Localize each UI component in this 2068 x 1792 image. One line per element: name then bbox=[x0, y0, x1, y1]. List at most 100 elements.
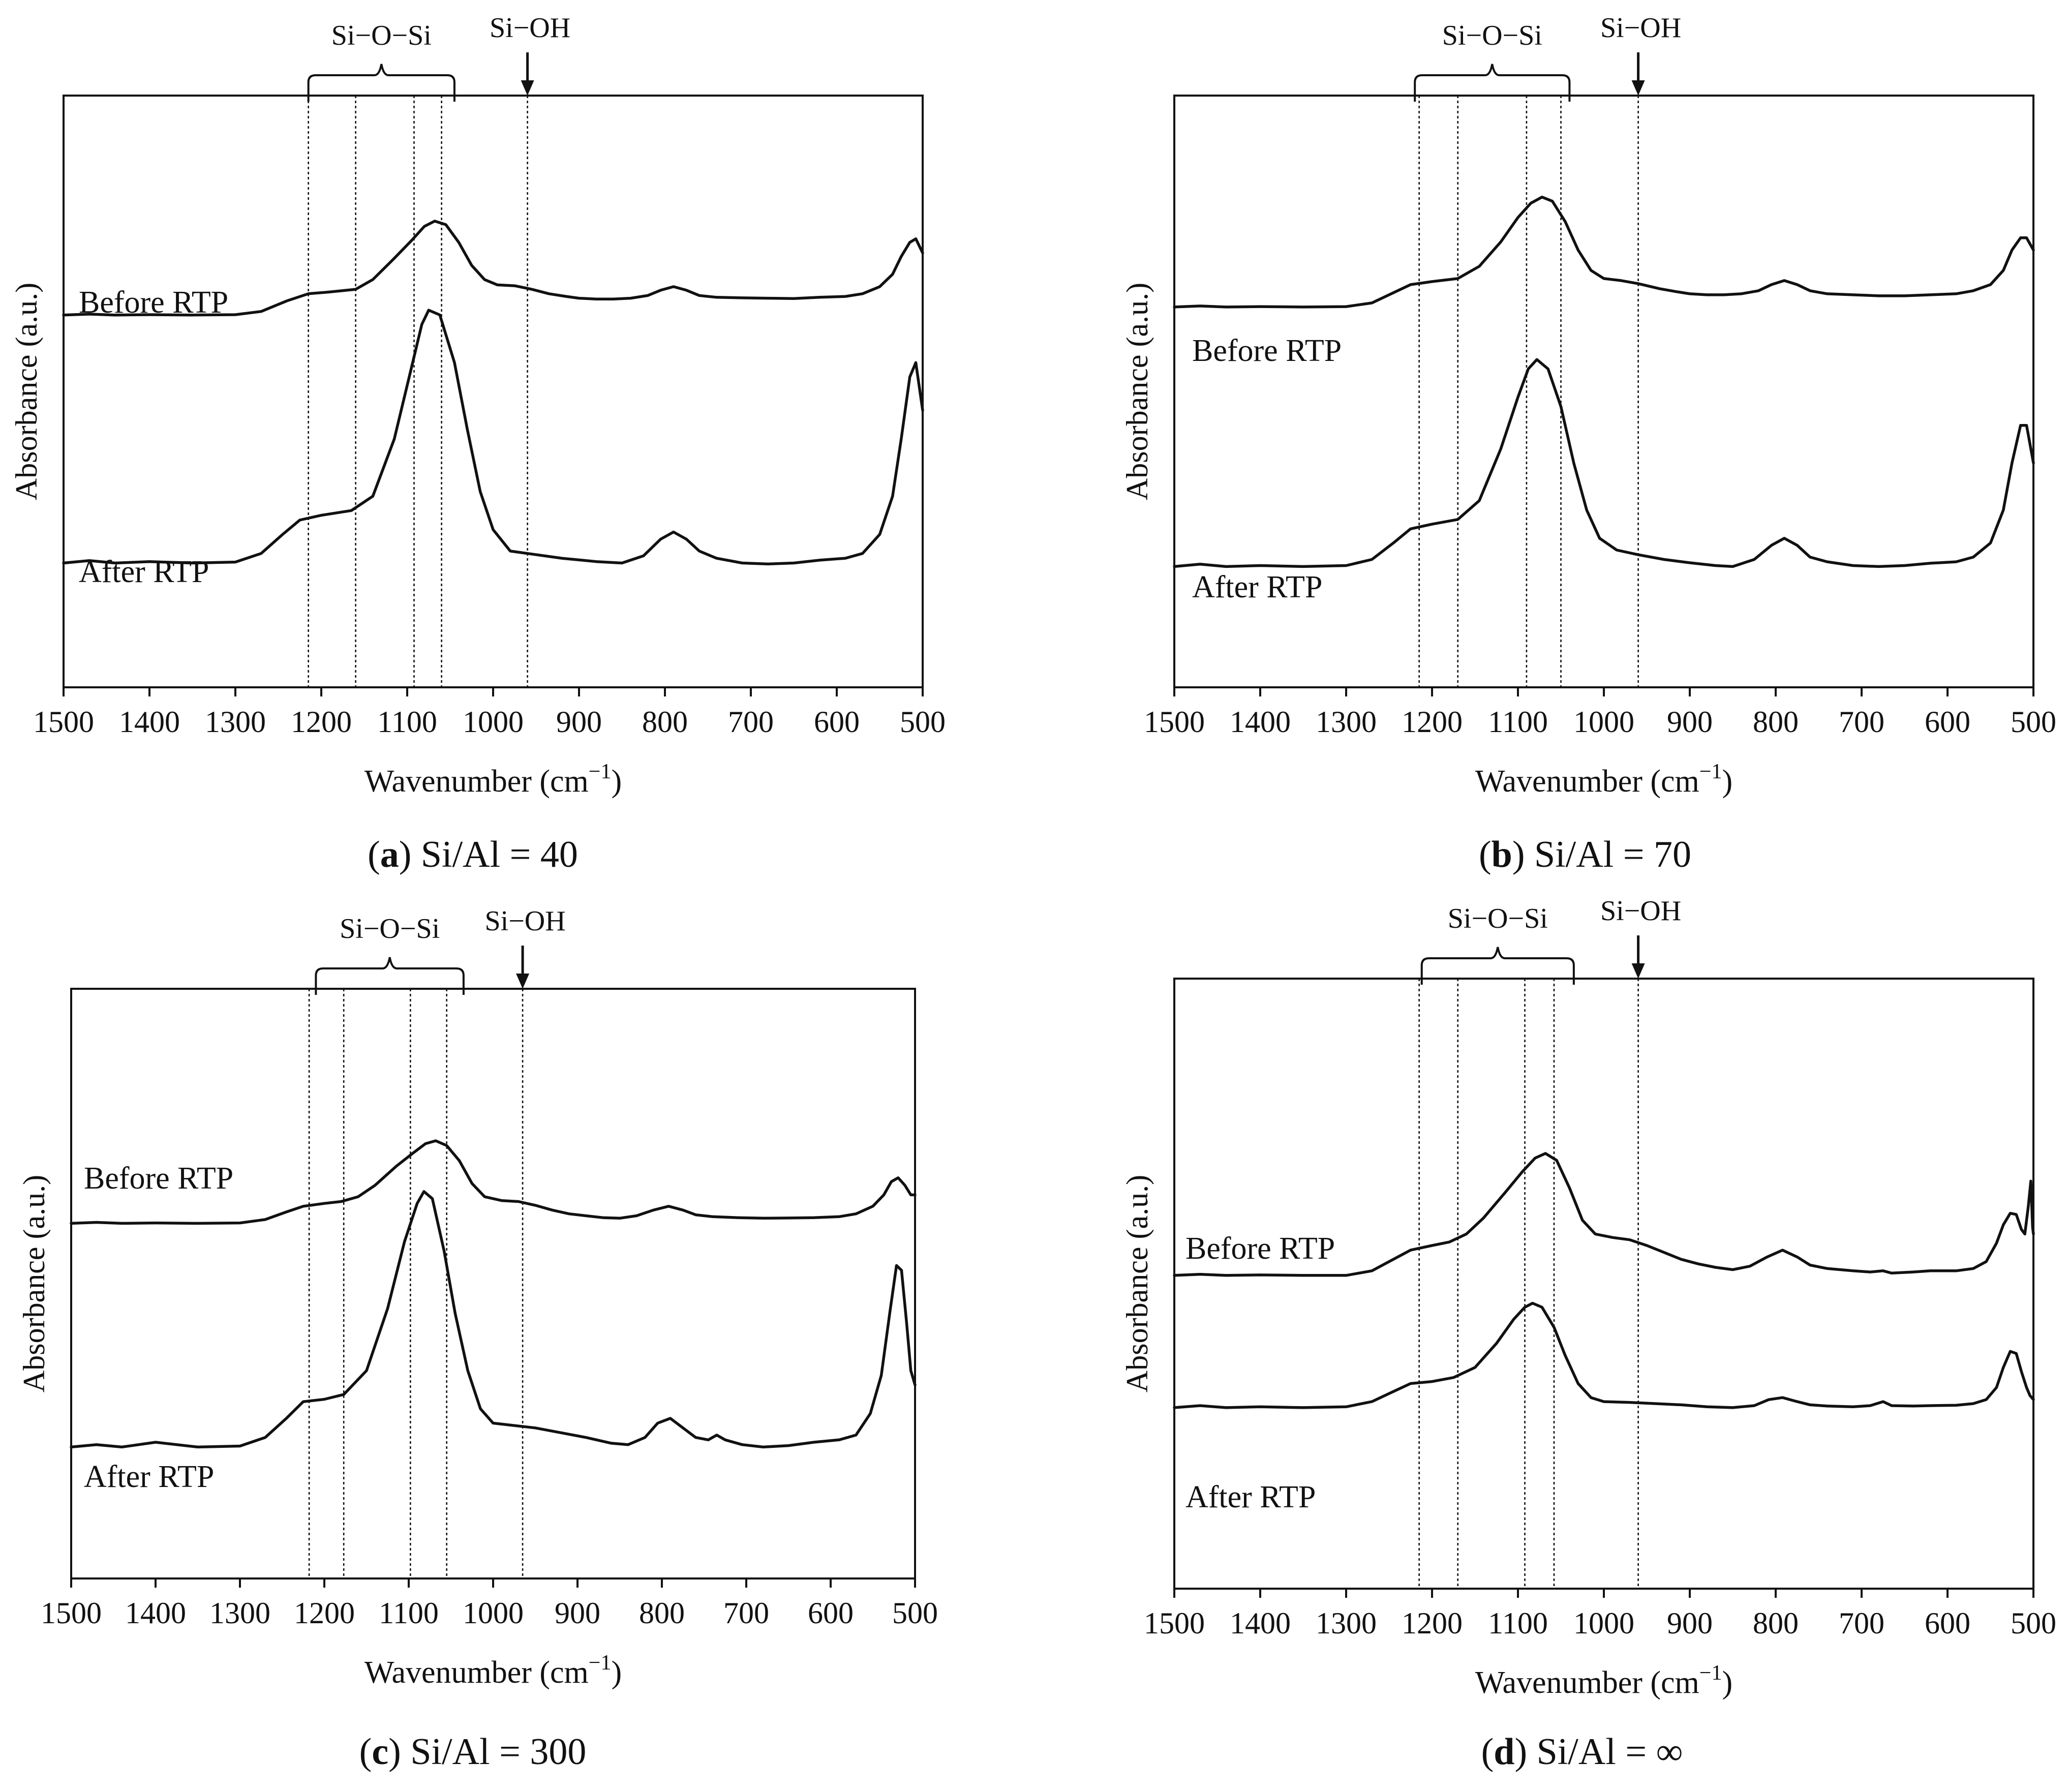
caption-close-paren: ) bbox=[388, 1731, 410, 1773]
sios-brace bbox=[315, 957, 465, 995]
x-tick-label: 1000 bbox=[463, 1596, 524, 1630]
x-tick-label: 600 bbox=[808, 1596, 854, 1630]
spectrum-line-after-rtp bbox=[1173, 1301, 2035, 1409]
series-label-before-rtp: Before RTP bbox=[84, 1161, 233, 1196]
x-tick-label: 1100 bbox=[377, 705, 437, 739]
x-tick-label: 1200 bbox=[1402, 1606, 1463, 1640]
x-tick-label: 700 bbox=[728, 705, 774, 739]
caption-close-paren: ) bbox=[1514, 1731, 1536, 1773]
x-axis-label-close: ) bbox=[611, 764, 622, 799]
x-tick-label: 1300 bbox=[209, 1596, 270, 1630]
x-tick-label: 1300 bbox=[1316, 1606, 1377, 1640]
series-label-after-rtp: After RTP bbox=[79, 555, 209, 589]
panel-caption: (d) Si/Al = ∞ bbox=[1481, 1731, 1683, 1773]
x-tick-label: 900 bbox=[1667, 1606, 1713, 1640]
sioh-arrow-head bbox=[1631, 80, 1645, 96]
x-axis-label-sup: −1 bbox=[1699, 760, 1722, 783]
caption-letter: a bbox=[380, 834, 399, 875]
x-tick-label: 1100 bbox=[1488, 705, 1548, 739]
x-axis-label: Wavenumber (cm−1) bbox=[364, 760, 622, 799]
caption-close-paren: ) bbox=[1512, 834, 1534, 875]
x-tick-label: 800 bbox=[639, 1596, 685, 1630]
x-tick-label: 1000 bbox=[1573, 705, 1634, 739]
x-tick-label: 600 bbox=[1925, 1606, 1970, 1640]
x-tick-label: 800 bbox=[1753, 1606, 1799, 1640]
series-label-after-rtp: After RTP bbox=[84, 1460, 214, 1494]
spectrum-line-before-rtp bbox=[1173, 195, 2035, 309]
caption-text: Si/Al = 70 bbox=[1534, 834, 1691, 875]
sioh-label: Si−OH bbox=[485, 905, 566, 937]
panel-a: 1500 1400 1300 1200 1100 1000 900 800 700 600 500 W… bbox=[10, 12, 946, 875]
spectrum-line-before-rtp bbox=[70, 1139, 917, 1225]
x-axis-label-text: Wavenumber (cm bbox=[1475, 1665, 1699, 1700]
caption-text: Si/Al = ∞ bbox=[1537, 1731, 1683, 1773]
panel-d: 1500 1400 1300 1200 1100 1000 900 800 700 600 500 W… bbox=[1120, 895, 2056, 1773]
sioh-arrow-head bbox=[516, 974, 530, 989]
x-tick-label: 1400 bbox=[1230, 705, 1291, 739]
x-tick-label: 1400 bbox=[1230, 1606, 1291, 1640]
spectrum-line-after-rtp bbox=[1173, 358, 2035, 568]
series-label-before-rtp: Before RTP bbox=[1185, 1231, 1335, 1266]
x-tick-label: 700 bbox=[723, 1596, 769, 1630]
x-tick-label: 700 bbox=[1839, 705, 1884, 739]
x-axis-label-sup: −1 bbox=[589, 1651, 612, 1675]
y-axis-label: Absorbance (a.u.) bbox=[17, 1175, 51, 1392]
panel-c: 1500 1400 1300 1200 1100 1000 900 800 700 600 500 W… bbox=[17, 905, 938, 1773]
x-tick-label: 1300 bbox=[1316, 705, 1377, 739]
sios-label: Si−O−Si bbox=[1448, 903, 1548, 934]
x-axis-label-sup: −1 bbox=[589, 760, 612, 783]
sios-label: Si−O−Si bbox=[1442, 20, 1542, 51]
plot-frame bbox=[63, 95, 924, 688]
caption-letter: d bbox=[1494, 1731, 1514, 1773]
caption-letter: b bbox=[1492, 834, 1512, 875]
x-tick-label: 500 bbox=[2011, 1606, 2056, 1640]
x-tick-label: 1200 bbox=[1402, 705, 1463, 739]
sioh-label: Si−OH bbox=[1600, 12, 1681, 44]
x-tick-label: 900 bbox=[1667, 705, 1713, 739]
y-axis-label: Absorbance (a.u.) bbox=[1120, 283, 1154, 500]
caption-letter: c bbox=[372, 1731, 388, 1773]
caption-close-paren: ) bbox=[399, 834, 421, 875]
x-tick-label: 1000 bbox=[1573, 1606, 1634, 1640]
caption-open-paren: ( bbox=[1481, 1731, 1494, 1773]
x-tick-label: 500 bbox=[2011, 705, 2056, 739]
caption-open-paren: ( bbox=[359, 1731, 372, 1773]
caption-open-paren: ( bbox=[1479, 834, 1492, 875]
x-axis-label-sup: −1 bbox=[1699, 1661, 1722, 1685]
panel-caption: (a) Si/Al = 40 bbox=[368, 834, 578, 875]
series-label-after-rtp: After RTP bbox=[1185, 1480, 1316, 1514]
panel-caption: (c) Si/Al = 300 bbox=[359, 1731, 587, 1773]
x-axis-label: Wavenumber (cm−1) bbox=[1475, 760, 1732, 799]
sios-label: Si−O−Si bbox=[331, 20, 432, 51]
x-axis-label-text: Wavenumber (cm bbox=[364, 764, 589, 799]
x-tick-label: 600 bbox=[1925, 705, 1970, 739]
x-tick-label: 1500 bbox=[1144, 1606, 1205, 1640]
x-axis-label-close: ) bbox=[1722, 764, 1732, 799]
x-tick-label: 1400 bbox=[119, 705, 180, 739]
x-tick-label: 1300 bbox=[205, 705, 266, 739]
x-axis-label-close: ) bbox=[1722, 1665, 1732, 1700]
x-tick-label: 1000 bbox=[463, 705, 524, 739]
x-tick-label: 600 bbox=[814, 705, 860, 739]
x-axis-label: Wavenumber (cm−1) bbox=[1475, 1661, 1732, 1700]
sioh-arrow-head bbox=[1631, 963, 1645, 979]
sios-brace bbox=[1414, 64, 1571, 102]
panel-b: 1500 1400 1300 1200 1100 1000 900 800 700 600 500 W… bbox=[1120, 12, 2056, 875]
x-tick-label: 800 bbox=[642, 705, 688, 739]
caption-text: Si/Al = 300 bbox=[410, 1731, 586, 1773]
x-tick-label: 1200 bbox=[291, 705, 352, 739]
x-tick-label: 500 bbox=[892, 1596, 938, 1630]
y-axis-label: Absorbance (a.u.) bbox=[10, 283, 43, 500]
x-axis-label-text: Wavenumber (cm bbox=[1475, 764, 1699, 799]
x-tick-label: 1400 bbox=[125, 1596, 186, 1630]
x-tick-label: 1100 bbox=[1488, 1606, 1548, 1640]
sios-brace bbox=[1420, 947, 1575, 985]
x-tick-label: 500 bbox=[900, 705, 946, 739]
x-axis-label-close: ) bbox=[611, 1655, 622, 1690]
sioh-arrow-head bbox=[521, 80, 534, 96]
x-tick-label: 900 bbox=[556, 705, 602, 739]
spectrum-line-before-rtp bbox=[62, 220, 924, 317]
x-axis-label-text: Wavenumber (cm bbox=[364, 1655, 589, 1690]
x-tick-label: 700 bbox=[1839, 1606, 1884, 1640]
